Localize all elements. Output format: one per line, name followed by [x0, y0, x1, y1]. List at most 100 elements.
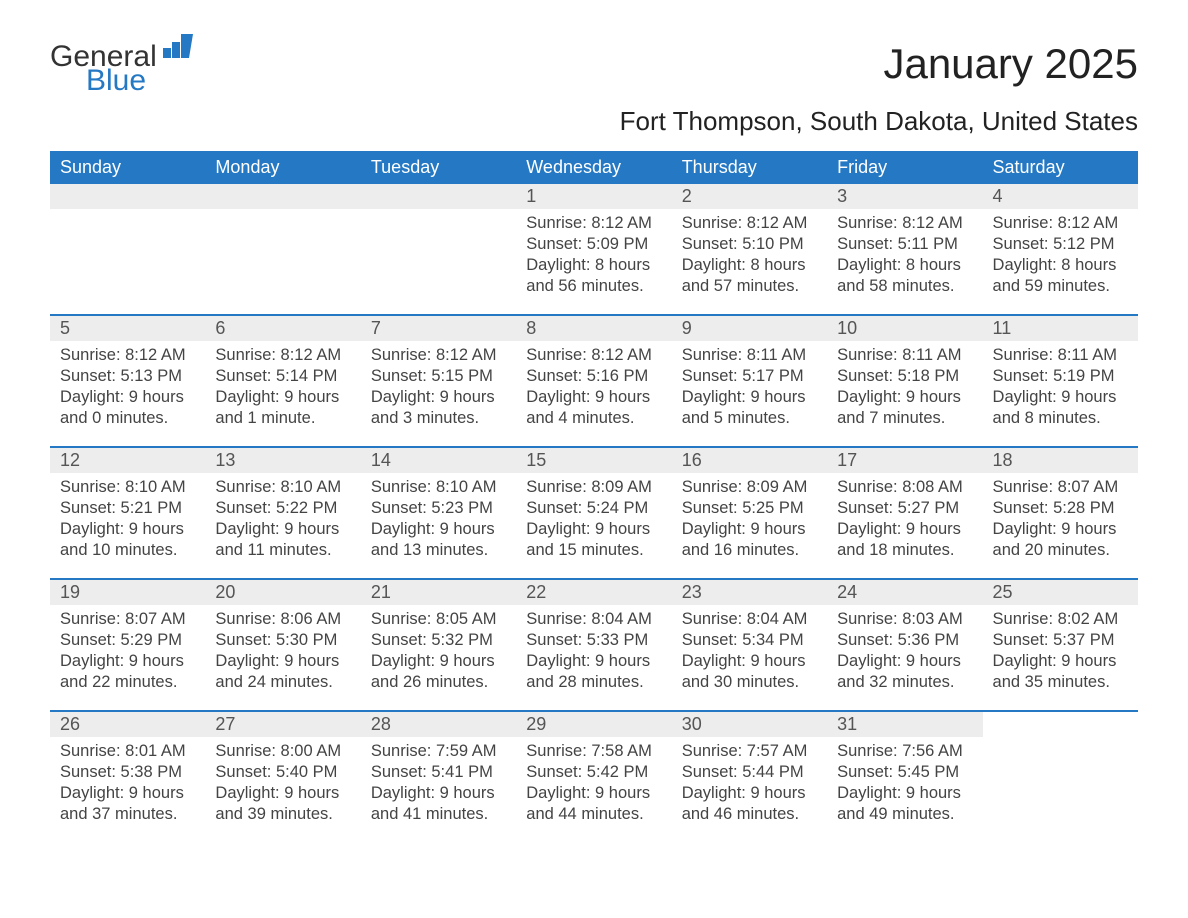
- day-number: 28: [361, 712, 516, 737]
- day-number: [983, 712, 1138, 737]
- sunrise-text: Sunrise: 8:10 AM: [215, 477, 350, 498]
- daylight-line1: Daylight: 9 hours: [371, 651, 506, 672]
- day-number: 18: [983, 448, 1138, 473]
- day-number: 6: [205, 316, 360, 341]
- daylight-line1: Daylight: 9 hours: [371, 783, 506, 804]
- sunrise-text: Sunrise: 8:03 AM: [837, 609, 972, 630]
- sunset-text: Sunset: 5:38 PM: [60, 762, 195, 783]
- day-details: Sunrise: 8:01 AMSunset: 5:38 PMDaylight:…: [50, 737, 205, 825]
- sunrise-text: Sunrise: 8:12 AM: [371, 345, 506, 366]
- sunrise-text: Sunrise: 8:09 AM: [526, 477, 661, 498]
- calendar-day: [50, 184, 205, 314]
- weekday-header: Friday: [827, 151, 982, 184]
- sunrise-text: Sunrise: 8:02 AM: [993, 609, 1128, 630]
- sunrise-text: Sunrise: 8:01 AM: [60, 741, 195, 762]
- calendar-day: 8Sunrise: 8:12 AMSunset: 5:16 PMDaylight…: [516, 316, 671, 446]
- sunrise-text: Sunrise: 8:12 AM: [526, 345, 661, 366]
- daylight-line2: and 39 minutes.: [215, 804, 350, 825]
- calendar-day: 3Sunrise: 8:12 AMSunset: 5:11 PMDaylight…: [827, 184, 982, 314]
- sunrise-text: Sunrise: 8:12 AM: [60, 345, 195, 366]
- calendar-day: 6Sunrise: 8:12 AMSunset: 5:14 PMDaylight…: [205, 316, 360, 446]
- day-number: 26: [50, 712, 205, 737]
- sunrise-text: Sunrise: 8:12 AM: [682, 213, 817, 234]
- daylight-line1: Daylight: 9 hours: [993, 651, 1128, 672]
- sunrise-text: Sunrise: 8:04 AM: [682, 609, 817, 630]
- day-details: Sunrise: 8:12 AMSunset: 5:10 PMDaylight:…: [672, 209, 827, 297]
- day-number: 5: [50, 316, 205, 341]
- day-details: Sunrise: 8:10 AMSunset: 5:23 PMDaylight:…: [361, 473, 516, 561]
- calendar-day: 23Sunrise: 8:04 AMSunset: 5:34 PMDayligh…: [672, 580, 827, 710]
- sunset-text: Sunset: 5:09 PM: [526, 234, 661, 255]
- sunset-text: Sunset: 5:24 PM: [526, 498, 661, 519]
- weekday-header: Wednesday: [516, 151, 671, 184]
- sunrise-text: Sunrise: 8:12 AM: [526, 213, 661, 234]
- calendar-day: 13Sunrise: 8:10 AMSunset: 5:22 PMDayligh…: [205, 448, 360, 578]
- daylight-line1: Daylight: 9 hours: [682, 519, 817, 540]
- calendar-day: 16Sunrise: 8:09 AMSunset: 5:25 PMDayligh…: [672, 448, 827, 578]
- daylight-line2: and 26 minutes.: [371, 672, 506, 693]
- daylight-line1: Daylight: 9 hours: [837, 387, 972, 408]
- day-number: 24: [827, 580, 982, 605]
- calendar-week: 26Sunrise: 8:01 AMSunset: 5:38 PMDayligh…: [50, 710, 1138, 842]
- daylight-line2: and 49 minutes.: [837, 804, 972, 825]
- daylight-line1: Daylight: 9 hours: [993, 387, 1128, 408]
- sunset-text: Sunset: 5:28 PM: [993, 498, 1128, 519]
- calendar-day: 29Sunrise: 7:58 AMSunset: 5:42 PMDayligh…: [516, 712, 671, 842]
- calendar-day: 7Sunrise: 8:12 AMSunset: 5:15 PMDaylight…: [361, 316, 516, 446]
- sunset-text: Sunset: 5:21 PM: [60, 498, 195, 519]
- day-details: Sunrise: 8:08 AMSunset: 5:27 PMDaylight:…: [827, 473, 982, 561]
- daylight-line1: Daylight: 9 hours: [682, 651, 817, 672]
- sunrise-text: Sunrise: 8:12 AM: [993, 213, 1128, 234]
- weekday-header: Monday: [205, 151, 360, 184]
- daylight-line2: and 58 minutes.: [837, 276, 972, 297]
- daylight-line2: and 16 minutes.: [682, 540, 817, 561]
- sunset-text: Sunset: 5:37 PM: [993, 630, 1128, 651]
- daylight-line1: Daylight: 9 hours: [526, 387, 661, 408]
- calendar-week: 12Sunrise: 8:10 AMSunset: 5:21 PMDayligh…: [50, 446, 1138, 578]
- day-details: Sunrise: 8:10 AMSunset: 5:21 PMDaylight:…: [50, 473, 205, 561]
- daylight-line2: and 11 minutes.: [215, 540, 350, 561]
- daylight-line1: Daylight: 8 hours: [682, 255, 817, 276]
- calendar-week: 19Sunrise: 8:07 AMSunset: 5:29 PMDayligh…: [50, 578, 1138, 710]
- day-number: 12: [50, 448, 205, 473]
- daylight-line2: and 28 minutes.: [526, 672, 661, 693]
- sunset-text: Sunset: 5:25 PM: [682, 498, 817, 519]
- daylight-line1: Daylight: 9 hours: [215, 519, 350, 540]
- day-details: Sunrise: 8:09 AMSunset: 5:25 PMDaylight:…: [672, 473, 827, 561]
- calendar-day: 22Sunrise: 8:04 AMSunset: 5:33 PMDayligh…: [516, 580, 671, 710]
- daylight-line1: Daylight: 8 hours: [837, 255, 972, 276]
- day-details: Sunrise: 8:10 AMSunset: 5:22 PMDaylight:…: [205, 473, 360, 561]
- sunrise-text: Sunrise: 8:12 AM: [837, 213, 972, 234]
- sunrise-text: Sunrise: 8:09 AM: [682, 477, 817, 498]
- sunrise-text: Sunrise: 8:06 AM: [215, 609, 350, 630]
- daylight-line1: Daylight: 9 hours: [215, 387, 350, 408]
- daylight-line1: Daylight: 9 hours: [682, 783, 817, 804]
- calendar-day: [983, 712, 1138, 842]
- sunset-text: Sunset: 5:42 PM: [526, 762, 661, 783]
- day-details: Sunrise: 7:58 AMSunset: 5:42 PMDaylight:…: [516, 737, 671, 825]
- sunrise-text: Sunrise: 7:58 AM: [526, 741, 661, 762]
- day-number: 1: [516, 184, 671, 209]
- calendar-day: 14Sunrise: 8:10 AMSunset: 5:23 PMDayligh…: [361, 448, 516, 578]
- calendar-day: 28Sunrise: 7:59 AMSunset: 5:41 PMDayligh…: [361, 712, 516, 842]
- day-number: 8: [516, 316, 671, 341]
- daylight-line2: and 20 minutes.: [993, 540, 1128, 561]
- sunrise-text: Sunrise: 8:00 AM: [215, 741, 350, 762]
- location-text: Fort Thompson, South Dakota, United Stat…: [50, 106, 1138, 137]
- day-number: 15: [516, 448, 671, 473]
- day-number: [205, 184, 360, 209]
- calendar-day: [361, 184, 516, 314]
- sunrise-text: Sunrise: 8:11 AM: [682, 345, 817, 366]
- sunrise-text: Sunrise: 8:08 AM: [837, 477, 972, 498]
- calendar-day: 2Sunrise: 8:12 AMSunset: 5:10 PMDaylight…: [672, 184, 827, 314]
- day-number: 23: [672, 580, 827, 605]
- daylight-line1: Daylight: 8 hours: [526, 255, 661, 276]
- daylight-line1: Daylight: 9 hours: [371, 519, 506, 540]
- daylight-line1: Daylight: 9 hours: [837, 651, 972, 672]
- day-details: Sunrise: 8:07 AMSunset: 5:28 PMDaylight:…: [983, 473, 1138, 561]
- daylight-line2: and 0 minutes.: [60, 408, 195, 429]
- day-details: Sunrise: 8:12 AMSunset: 5:15 PMDaylight:…: [361, 341, 516, 429]
- calendar-day: 20Sunrise: 8:06 AMSunset: 5:30 PMDayligh…: [205, 580, 360, 710]
- calendar-week: 1Sunrise: 8:12 AMSunset: 5:09 PMDaylight…: [50, 184, 1138, 314]
- daylight-line2: and 46 minutes.: [682, 804, 817, 825]
